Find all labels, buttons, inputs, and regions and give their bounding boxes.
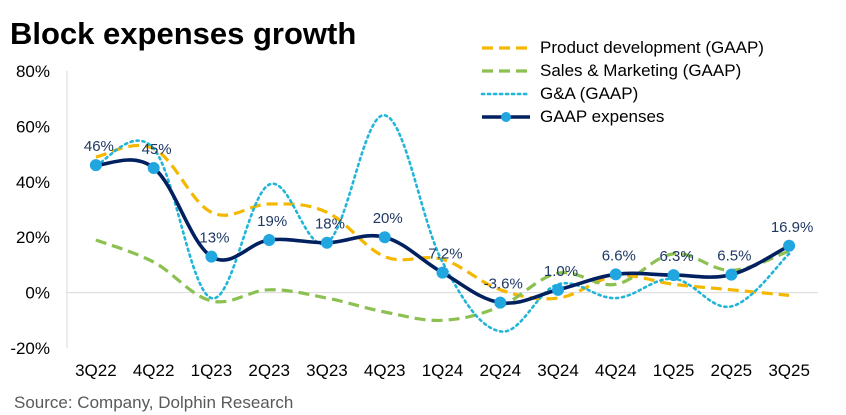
x-tick-label: 2Q24 bbox=[479, 361, 521, 380]
data-point bbox=[89, 159, 102, 172]
data-label: 6.5% bbox=[717, 248, 751, 265]
x-tick-label: 1Q25 bbox=[653, 361, 695, 380]
legend-item: G&A (GAAP) bbox=[478, 82, 764, 105]
x-tick-label: 2Q25 bbox=[711, 361, 753, 380]
legend-label-gaap-expenses: GAAP expenses bbox=[540, 106, 665, 126]
data-point bbox=[667, 269, 680, 282]
data-label: 18% bbox=[315, 216, 345, 233]
data-label: 7.2% bbox=[428, 246, 462, 263]
series-line-sales-marketing-gaap bbox=[95, 238, 790, 322]
x-tick-label: 4Q24 bbox=[595, 361, 637, 380]
legend-swatch bbox=[482, 112, 530, 122]
y-tick-label: -20% bbox=[10, 339, 50, 358]
data-label: 45% bbox=[142, 141, 172, 158]
data-label: -3.6% bbox=[484, 276, 523, 293]
chart-title: Block expenses growth bbox=[10, 16, 357, 51]
data-point bbox=[436, 266, 449, 279]
legend-item: Sales & Marketing (GAAP) bbox=[478, 59, 764, 82]
data-point bbox=[609, 268, 622, 281]
x-tick-label: 4Q23 bbox=[364, 361, 406, 380]
x-tick-label: 3Q24 bbox=[537, 361, 579, 380]
y-tick-label: 60% bbox=[16, 117, 50, 136]
x-tick-label: 1Q24 bbox=[422, 361, 464, 380]
data-point bbox=[494, 296, 507, 309]
y-tick-label: 80% bbox=[16, 62, 50, 81]
data-point bbox=[263, 233, 276, 246]
data-point bbox=[378, 231, 391, 244]
data-point bbox=[320, 236, 333, 249]
legend: Product development (GAAP) Sales & Marke… bbox=[478, 36, 764, 128]
legend-swatch bbox=[482, 69, 530, 73]
source-note: Source: Company, Dolphin Research bbox=[14, 393, 294, 412]
legend-item: GAAP expenses bbox=[478, 105, 764, 128]
data-label: 20% bbox=[373, 210, 403, 227]
data-point bbox=[552, 283, 565, 296]
x-tick-label: 3Q23 bbox=[306, 361, 348, 380]
data-label: 1.0% bbox=[544, 263, 578, 280]
data-label: 46% bbox=[84, 138, 114, 155]
legend-swatch bbox=[480, 92, 532, 96]
legend-item: Product development (GAAP) bbox=[478, 36, 764, 59]
data-point bbox=[147, 161, 160, 174]
series-line-product-development-gaap bbox=[95, 143, 790, 301]
x-tick-label: 1Q23 bbox=[191, 361, 233, 380]
data-label: 16.9% bbox=[771, 219, 814, 236]
x-tick-label: 3Q22 bbox=[75, 361, 117, 380]
data-point bbox=[725, 268, 738, 281]
data-point bbox=[783, 239, 796, 252]
x-tick-label: 2Q23 bbox=[248, 361, 290, 380]
data-label: 6.3% bbox=[659, 248, 693, 265]
x-tick-label: 3Q25 bbox=[768, 361, 810, 380]
y-tick-label: 20% bbox=[16, 228, 50, 247]
x-tick-label: 4Q22 bbox=[133, 361, 175, 380]
data-point bbox=[205, 250, 218, 263]
y-tick-label: 40% bbox=[16, 173, 50, 192]
data-label: 19% bbox=[257, 213, 287, 230]
legend-label-sales-marketing: Sales & Marketing (GAAP) bbox=[540, 60, 742, 80]
y-tick-label: 0% bbox=[25, 284, 50, 303]
series-line-g-a-gaap bbox=[94, 114, 791, 333]
legend-label-ga: G&A (GAAP) bbox=[540, 83, 639, 103]
data-label: 6.6% bbox=[602, 247, 636, 264]
data-label: 13% bbox=[199, 230, 229, 247]
legend-swatch bbox=[482, 46, 530, 50]
legend-label-product-development: Product development (GAAP) bbox=[540, 37, 764, 57]
